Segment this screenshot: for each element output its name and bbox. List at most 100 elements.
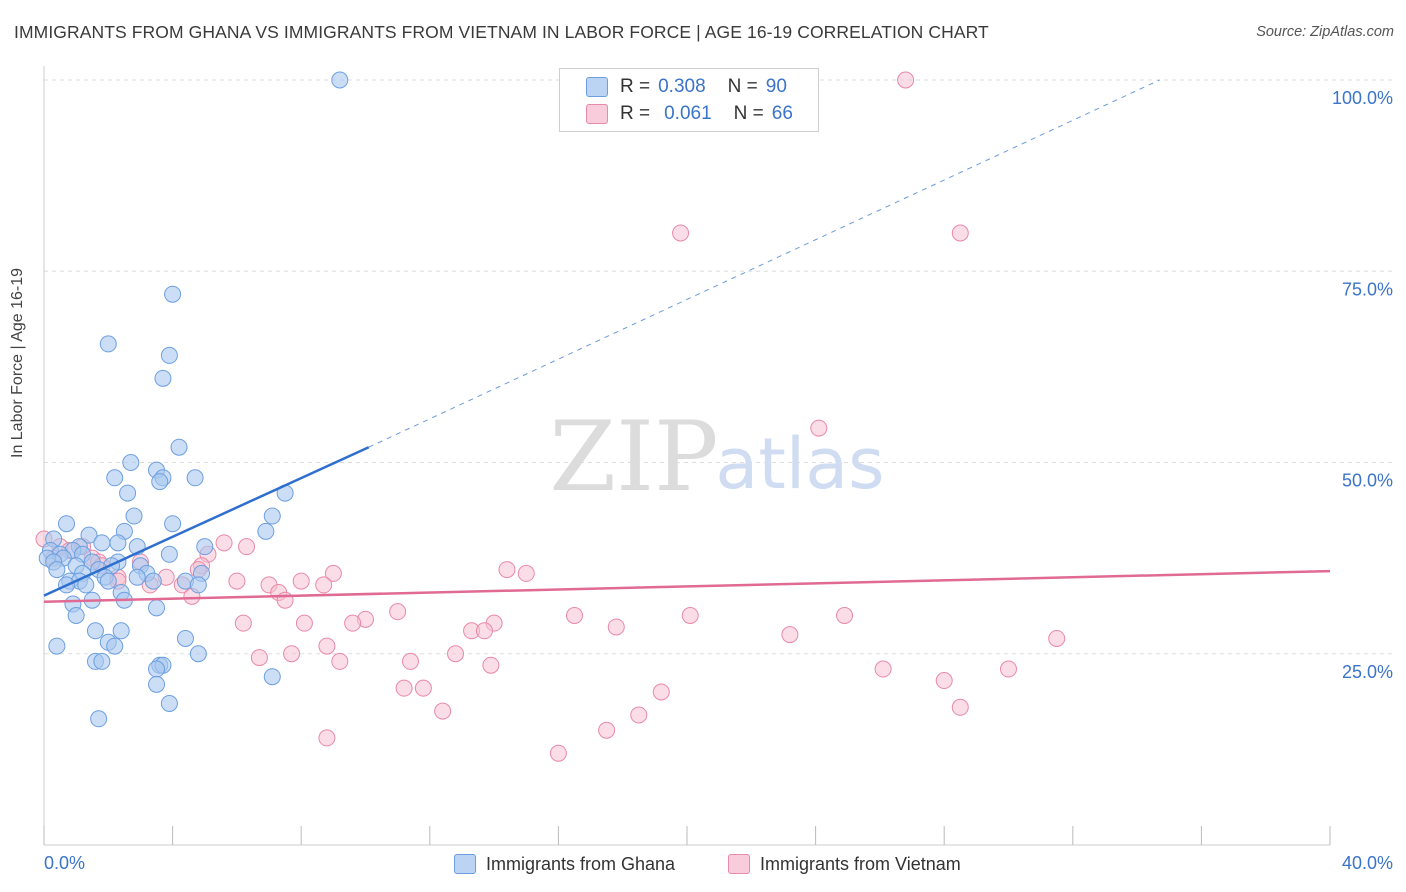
ghana-point: [99, 572, 117, 590]
vietnam-r-value: 0.061: [664, 103, 712, 124]
ghana-point: [263, 668, 281, 686]
x-tick-label-min: 0.0%: [44, 853, 85, 873]
legend-r-key: R =: [620, 76, 651, 97]
watermark-atlas: atlas: [715, 423, 884, 505]
vietnam-trend-line: [43, 569, 1331, 603]
ghana-point: [93, 652, 111, 670]
vietnam-point: [295, 614, 313, 632]
vietnam-point: [395, 679, 413, 697]
x-tick-label-max: 40.0%: [1342, 853, 1393, 873]
ghana-point: [144, 572, 162, 590]
ghana-point: [80, 526, 98, 544]
vietnam-point: [389, 603, 407, 621]
vietnam-swatch: [586, 104, 608, 124]
legend-n-key: N =: [733, 103, 764, 124]
vietnam-point: [318, 729, 336, 747]
vietnam-point: [935, 672, 953, 690]
vietnam-point: [897, 71, 915, 89]
legend-row-vietnam: R = 0.061 N = 66: [586, 103, 793, 125]
vietnam-n-value: 66: [771, 103, 793, 124]
ghana-point: [186, 469, 204, 487]
ghana-swatch: [586, 77, 608, 97]
ghana-points: [38, 71, 349, 728]
trend-lines: [43, 79, 1331, 603]
chart-title: IMMIGRANTS FROM GHANA VS IMMIGRANTS FROM…: [14, 22, 989, 42]
y-axis-label: In Labor Force | Age 16-19: [9, 267, 26, 458]
ghana-point: [48, 561, 66, 579]
ghana-point: [122, 454, 140, 471]
vietnam-point: [565, 607, 583, 624]
vietnam-point: [951, 698, 969, 716]
ghana-point: [160, 545, 178, 563]
vietnam-point: [238, 538, 256, 556]
ghana-point: [109, 534, 127, 552]
ghana-point: [189, 645, 207, 663]
ghana-point: [125, 507, 143, 525]
ghana-point: [176, 629, 194, 647]
ghana-point: [48, 637, 66, 655]
ghana-point: [148, 599, 166, 617]
vietnam-point: [549, 744, 567, 762]
vietnam-point: [1000, 660, 1017, 678]
tick-labels: 25.0% 50.0% 75.0% 100.0% 0.0% 40.0%: [44, 88, 1393, 873]
ghana-point: [106, 637, 124, 655]
y-tick-label: 25.0%: [1342, 662, 1393, 682]
ghana-point: [154, 369, 172, 387]
vietnam-point: [652, 683, 670, 701]
axes: [43, 66, 1331, 846]
ghana-point: [128, 568, 146, 586]
vietnam-point: [630, 706, 648, 724]
y-tick-label: 50.0%: [1342, 471, 1393, 491]
ghana-point: [90, 710, 108, 728]
ghana-point: [112, 622, 130, 640]
vietnam-legend-label: Immigrants from Vietnam: [760, 853, 961, 874]
ghana-point: [257, 522, 275, 540]
y-tick-label: 75.0%: [1342, 279, 1393, 299]
watermark: ZIP atlas: [549, 401, 884, 513]
vietnam-point: [331, 652, 349, 670]
ghana-point: [170, 438, 188, 456]
ghana-legend-label: Immigrants from Ghana: [486, 853, 676, 874]
vietnam-point: [517, 564, 535, 582]
vietnam-point: [215, 534, 233, 552]
vietnam-point: [498, 561, 516, 579]
source-credit: Source: ZipAtlas.com: [1256, 24, 1394, 40]
bottom-legend-vietnam: Immigrants from Vietnam: [728, 853, 961, 875]
gridlines: [44, 79, 1393, 655]
ghana-r-value: 0.308: [658, 76, 706, 97]
ghana-point: [164, 285, 182, 303]
ghana-point: [67, 607, 85, 624]
ghana-point: [148, 660, 166, 678]
vietnam-point: [434, 702, 452, 720]
vietnam-point: [276, 591, 294, 609]
vietnam-point: [681, 607, 699, 624]
vietnam-point: [781, 626, 799, 644]
vietnam-point: [447, 645, 465, 663]
y-tick-label: 100.0%: [1332, 88, 1393, 108]
ghana-point: [196, 538, 214, 556]
ghana-trend-line: [43, 446, 370, 597]
ghana-point: [119, 484, 137, 502]
legend-row-ghana: R = 0.308 N = 90: [586, 76, 787, 98]
ghana-point: [93, 534, 111, 552]
vietnam-point: [344, 614, 362, 632]
legend-r-key: R =: [620, 103, 651, 124]
bottom-legend-ghana: Immigrants from Ghana: [454, 853, 675, 875]
vietnam-point: [607, 618, 625, 636]
vietnam-point: [234, 614, 252, 632]
vietnam-point: [951, 224, 969, 242]
ghana-point: [160, 694, 178, 712]
ghana-point: [151, 473, 169, 491]
ghana-point: [148, 675, 166, 693]
vietnam-point: [874, 660, 892, 678]
vietnam-legend-swatch: [728, 854, 750, 874]
ghana-point: [86, 622, 104, 640]
vietnam-point: [250, 649, 268, 667]
vietnam-point: [318, 637, 336, 655]
vietnam-point: [1048, 629, 1066, 647]
ghana-point: [263, 507, 281, 525]
ghana-point: [58, 515, 76, 533]
correlation-legend: R = 0.308 N = 90 R = 0.061 N = 66: [559, 68, 819, 132]
ghana-point: [106, 469, 124, 487]
